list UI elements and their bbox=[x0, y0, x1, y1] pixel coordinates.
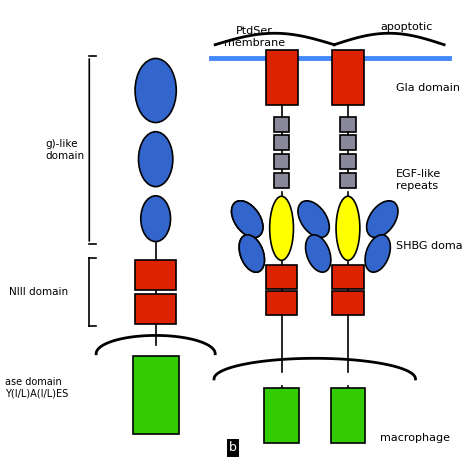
Text: ase domain
Y(I/L)A(I/L)ES: ase domain Y(I/L)A(I/L)ES bbox=[5, 377, 68, 399]
FancyBboxPatch shape bbox=[135, 260, 176, 290]
Ellipse shape bbox=[138, 132, 173, 187]
FancyBboxPatch shape bbox=[135, 294, 176, 324]
FancyBboxPatch shape bbox=[265, 50, 298, 105]
FancyBboxPatch shape bbox=[266, 291, 297, 315]
Ellipse shape bbox=[231, 201, 263, 237]
FancyBboxPatch shape bbox=[133, 356, 179, 434]
Text: NIII domain: NIII domain bbox=[9, 287, 68, 297]
Ellipse shape bbox=[366, 201, 398, 237]
FancyBboxPatch shape bbox=[332, 50, 364, 105]
FancyBboxPatch shape bbox=[340, 117, 356, 132]
FancyBboxPatch shape bbox=[340, 136, 356, 150]
Ellipse shape bbox=[298, 201, 329, 237]
Ellipse shape bbox=[231, 201, 263, 237]
Ellipse shape bbox=[306, 235, 331, 272]
FancyBboxPatch shape bbox=[274, 154, 289, 169]
Ellipse shape bbox=[135, 58, 176, 123]
Text: PtdSer
membrane: PtdSer membrane bbox=[224, 27, 285, 48]
FancyBboxPatch shape bbox=[266, 265, 297, 289]
Text: apoptotic: apoptotic bbox=[380, 22, 432, 32]
Text: SHBG doma: SHBG doma bbox=[396, 241, 463, 251]
FancyBboxPatch shape bbox=[331, 388, 365, 443]
FancyBboxPatch shape bbox=[274, 136, 289, 150]
Ellipse shape bbox=[141, 196, 171, 242]
FancyBboxPatch shape bbox=[332, 291, 364, 315]
Ellipse shape bbox=[239, 235, 264, 272]
Ellipse shape bbox=[336, 196, 360, 260]
FancyBboxPatch shape bbox=[332, 265, 364, 289]
FancyBboxPatch shape bbox=[274, 117, 289, 132]
FancyBboxPatch shape bbox=[264, 388, 299, 443]
Text: EGF-like
repeats: EGF-like repeats bbox=[396, 169, 441, 191]
Text: Gla domain: Gla domain bbox=[396, 83, 460, 93]
Ellipse shape bbox=[270, 196, 293, 260]
FancyBboxPatch shape bbox=[340, 154, 356, 169]
FancyBboxPatch shape bbox=[274, 173, 289, 188]
Text: g)-like
domain: g)-like domain bbox=[46, 139, 85, 161]
Ellipse shape bbox=[239, 235, 264, 272]
Text: macrophage: macrophage bbox=[380, 433, 450, 444]
Text: b: b bbox=[229, 441, 237, 455]
Ellipse shape bbox=[365, 235, 391, 272]
FancyBboxPatch shape bbox=[340, 173, 356, 188]
